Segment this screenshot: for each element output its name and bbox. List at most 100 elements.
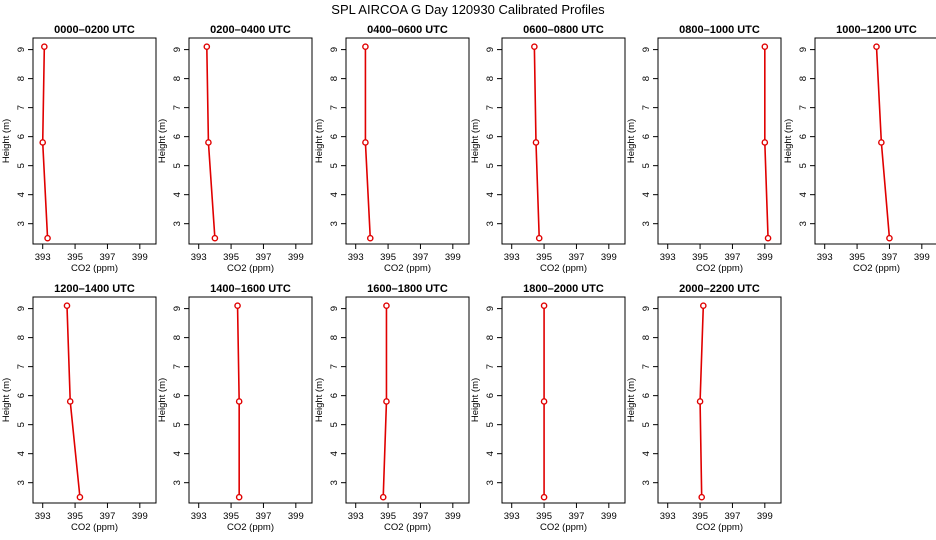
panel-title: 1600–1800 UTC (367, 283, 448, 295)
y-tick-label: 3 (485, 221, 496, 226)
x-tick-label: 395 (223, 252, 239, 263)
panel-5: 0800–1000 UTC 393 395 397 399 3 4 5 6 7 8 9 CO2 (ppm… (626, 24, 782, 274)
x-tick-label: 399 (757, 252, 773, 263)
x-tick-label: 395 (536, 511, 552, 522)
x-tick-label: 395 (380, 511, 396, 522)
x-tick-label: 399 (757, 511, 773, 522)
y-tick-label: 7 (329, 105, 340, 110)
y-tick-label: 9 (172, 306, 183, 311)
y-axis-label: Height (m) (1, 119, 12, 163)
profile-point (76, 493, 84, 501)
plot-frame (345, 296, 470, 504)
panel-9: 1600–1800 UTC 393 395 397 399 3 4 5 6 7 8 9 CO2 (ppm… (314, 283, 470, 533)
x-axis-label: CO2 (ppm) (71, 522, 118, 533)
panel-title: 1200–1400 UTC (54, 283, 135, 295)
plot-frame (657, 296, 782, 504)
y-tick-label: 7 (16, 364, 27, 369)
x-axis-label: CO2 (ppm) (71, 263, 118, 274)
y-tick-label: 3 (798, 221, 809, 226)
y-axis-label: Height (m) (157, 378, 168, 422)
y-tick-label: 9 (16, 47, 27, 52)
panel-7: 1200–1400 UTC 393 395 397 399 3 4 5 6 7 8 9 CO2 (ppm… (1, 283, 157, 533)
y-tick-label: 6 (16, 393, 27, 398)
x-tick-label: 395 (692, 252, 708, 263)
x-tick-label: 393 (191, 252, 207, 263)
profile-point (205, 139, 212, 146)
y-tick-label: 6 (485, 393, 496, 398)
y-tick-label: 8 (329, 76, 340, 81)
x-tick-label: 397 (100, 511, 116, 522)
y-tick-label: 7 (641, 364, 652, 369)
profile-point (886, 234, 893, 242)
profile-point (878, 139, 885, 146)
profile-point (39, 139, 47, 146)
x-tick-label: 399 (601, 511, 617, 522)
x-tick-label: 397 (725, 511, 741, 522)
x-tick-label: 393 (660, 252, 676, 263)
y-axis-label: Height (m) (783, 119, 794, 163)
panel-title: 1000–1200 UTC (836, 24, 917, 36)
panel-title: 0000–0200 UTC (54, 24, 135, 36)
y-tick-label: 9 (641, 306, 652, 311)
panel-title: 1400–1600 UTC (210, 283, 291, 295)
y-tick-label: 5 (329, 422, 340, 427)
x-tick-label: 397 (882, 252, 898, 263)
y-tick-label: 4 (798, 192, 809, 197)
x-tick-label: 397 (256, 511, 272, 522)
y-tick-label: 8 (16, 76, 27, 81)
profile-point (764, 234, 772, 242)
plot-frame (814, 37, 936, 245)
profile-point (531, 43, 538, 51)
y-tick-label: 6 (798, 134, 809, 139)
panel-4: 0600–0800 UTC 393 395 397 399 3 4 5 6 7 8 9 CO2 (ppm… (470, 24, 626, 274)
y-tick-label: 8 (172, 335, 183, 340)
profile-point (761, 139, 769, 146)
y-tick-label: 6 (172, 134, 183, 139)
profile-point (761, 43, 769, 51)
y-tick-label: 7 (172, 364, 183, 369)
profile-point (234, 302, 241, 310)
plot-frame (345, 37, 470, 245)
x-tick-label: 393 (817, 252, 833, 263)
y-tick-label: 6 (641, 393, 652, 398)
panel-2: 0200–0400 UTC 393 395 397 399 3 4 5 6 7 8 9 CO2 (ppm… (157, 24, 313, 274)
panel-10: 1800–2000 UTC 393 395 397 399 3 4 5 6 7 8 9 CO2 (ppm… (470, 283, 626, 533)
y-axis-label: Height (m) (1, 378, 12, 422)
profile-point (66, 398, 74, 405)
y-tick-label: 9 (329, 47, 340, 52)
profile-point (379, 493, 387, 501)
y-axis-label: Height (m) (470, 378, 481, 422)
y-tick-label: 4 (329, 451, 340, 456)
x-tick-label: 395 (67, 511, 83, 522)
y-tick-label: 5 (172, 163, 183, 168)
x-tick-label: 393 (35, 511, 51, 522)
y-tick-label: 8 (798, 76, 809, 81)
plot-frame (501, 37, 626, 245)
y-tick-label: 4 (16, 192, 27, 197)
y-tick-label: 7 (16, 105, 27, 110)
y-tick-label: 4 (641, 451, 652, 456)
y-tick-label: 3 (329, 221, 340, 226)
panel-11: 2000–2200 UTC 393 395 397 399 3 4 5 6 7 8 9 CO2 (ppm… (626, 283, 782, 533)
y-tick-label: 8 (172, 76, 183, 81)
profile-point (211, 234, 219, 242)
y-tick-label: 8 (485, 335, 496, 340)
x-tick-label: 393 (348, 252, 364, 263)
x-axis-label: CO2 (ppm) (384, 522, 431, 533)
plot-frame (32, 296, 157, 504)
x-tick-label: 393 (660, 511, 676, 522)
y-tick-label: 5 (329, 163, 340, 168)
plot-frame (501, 296, 626, 504)
x-axis-label: CO2 (ppm) (853, 263, 900, 274)
y-tick-label: 3 (172, 480, 183, 485)
panel-title: 0600–0800 UTC (523, 24, 604, 36)
x-axis-label: CO2 (ppm) (384, 263, 431, 274)
profile-point (873, 43, 880, 51)
y-tick-label: 4 (172, 451, 183, 456)
profile-point (700, 302, 707, 310)
y-axis-label: Height (m) (626, 378, 637, 422)
plot-frame (188, 296, 313, 504)
y-axis-label: Height (m) (314, 378, 325, 422)
y-tick-label: 6 (641, 134, 652, 139)
